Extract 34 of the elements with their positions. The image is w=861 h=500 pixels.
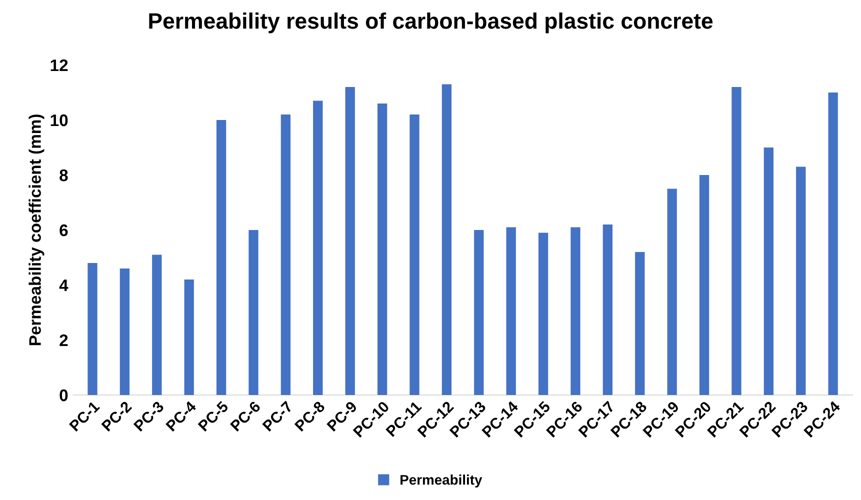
y-tick-label: 2 bbox=[60, 334, 68, 346]
bar bbox=[667, 188, 677, 395]
bar bbox=[313, 100, 323, 395]
bar bbox=[635, 252, 645, 395]
bar bbox=[570, 227, 580, 395]
y-tick-label: 10 bbox=[50, 114, 68, 126]
y-tick-label: 4 bbox=[59, 280, 68, 292]
y-tick-label: 6 bbox=[60, 224, 68, 236]
chart-title: Permeability results of carbon-based plastic concrete bbox=[149, 12, 713, 34]
bar bbox=[442, 84, 452, 395]
bar bbox=[184, 280, 194, 395]
bar bbox=[216, 120, 226, 395]
bar bbox=[602, 224, 613, 395]
bar bbox=[280, 114, 291, 395]
bar bbox=[764, 148, 774, 395]
bar bbox=[410, 114, 420, 395]
bar bbox=[377, 104, 388, 395]
bar bbox=[152, 254, 162, 395]
y-tick-label: 0 bbox=[60, 389, 68, 402]
bar bbox=[538, 232, 548, 395]
y-tick-label: 8 bbox=[60, 169, 68, 182]
bar bbox=[248, 230, 258, 395]
y-tick-label: 12 bbox=[50, 59, 68, 72]
bar bbox=[345, 87, 355, 395]
bar bbox=[506, 227, 516, 395]
bar bbox=[88, 263, 98, 395]
bar bbox=[828, 92, 838, 395]
bar bbox=[120, 268, 130, 395]
bar bbox=[796, 166, 806, 395]
y-axis-title: Permeability coefficient (mm) bbox=[28, 114, 44, 346]
bar bbox=[699, 175, 710, 395]
bar bbox=[474, 230, 484, 395]
legend-label: Permeability bbox=[400, 474, 482, 488]
bar bbox=[732, 87, 742, 395]
